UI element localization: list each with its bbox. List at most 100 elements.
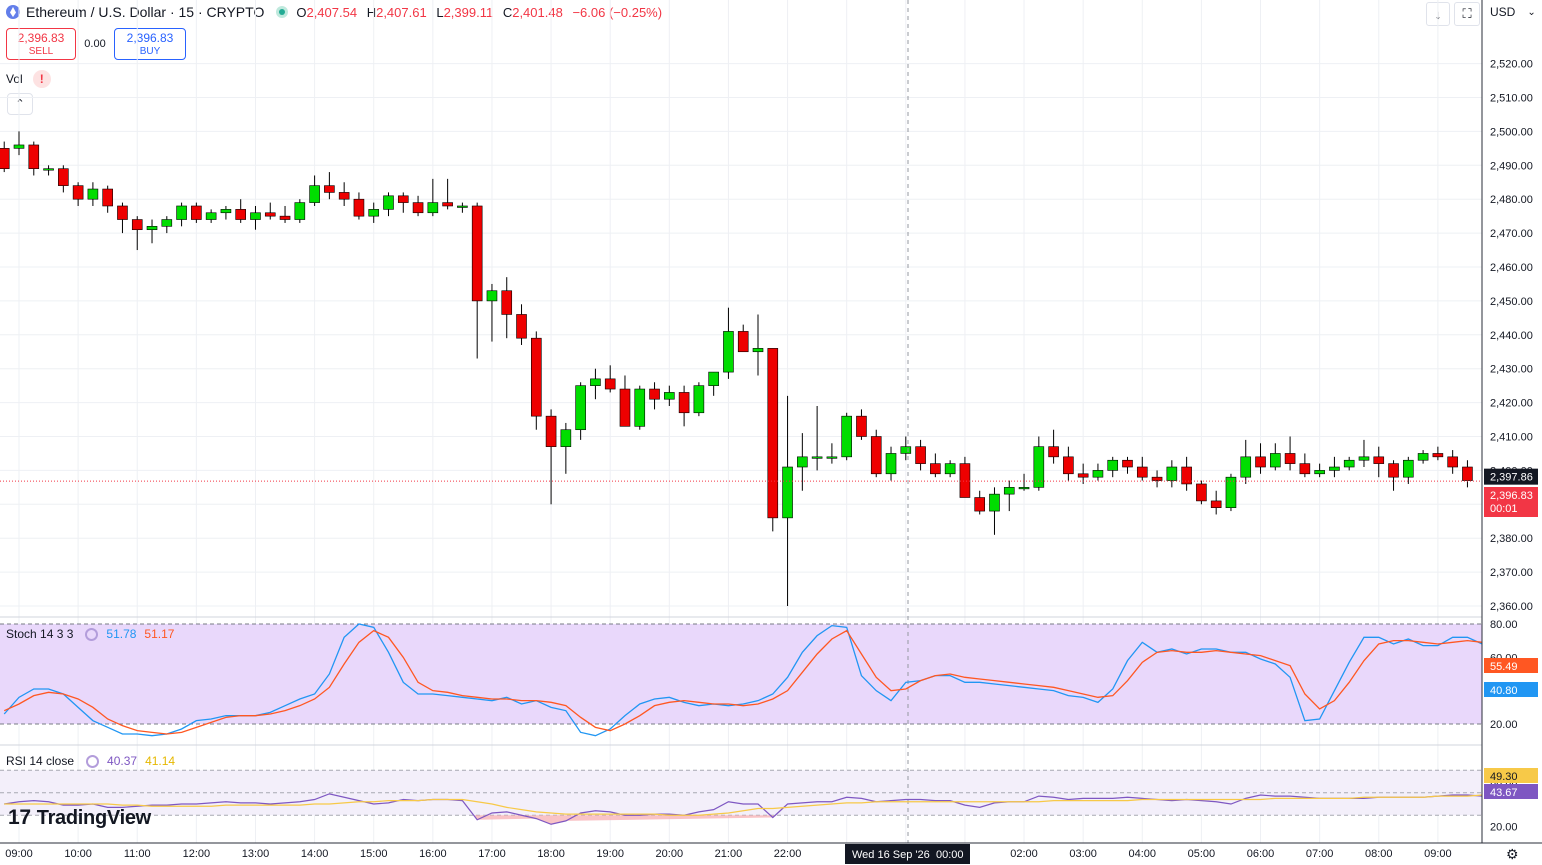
candle-body	[87, 188, 99, 200]
sell-button[interactable]: 2,396.83 SELL	[6, 28, 76, 60]
candle-body	[870, 436, 882, 475]
stoch-k-badge-label: 40.80	[1490, 685, 1518, 697]
rsi-ma-badge	[1484, 768, 1538, 783]
candle-body	[1388, 463, 1399, 478]
candle-body	[1373, 456, 1385, 464]
time-tick-label: 16:00	[419, 848, 447, 860]
candle-body	[974, 497, 986, 512]
rsi-line	[4, 793, 1542, 825]
symbol-title[interactable]: Ethereum / U.S. Dollar · 15 · CRYPTO	[26, 4, 265, 20]
price-tick-label: 2,380.00	[1490, 533, 1533, 545]
candle-body	[1432, 453, 1444, 458]
indicator-loading-icon	[85, 627, 99, 641]
candle-body	[841, 415, 852, 458]
ethereum-icon	[6, 5, 20, 19]
tradingview-logo[interactable]: 17 TradingView	[8, 806, 151, 830]
candle-body	[797, 456, 808, 468]
candle-body	[72, 185, 84, 200]
candle-body	[664, 392, 675, 400]
candle-body	[146, 226, 158, 231]
candle-body	[338, 192, 350, 200]
price-tick-label: 2,450.00	[1490, 296, 1533, 308]
candle-body	[486, 290, 498, 302]
tradingview-logo-icon: 17	[8, 806, 31, 829]
candle-body	[43, 168, 54, 171]
candle-body	[1270, 453, 1281, 468]
stoch-legend[interactable]: Stoch 14 3 3 51.78 51.17	[6, 627, 174, 641]
candle-body	[1018, 487, 1030, 490]
fullscreen-button[interactable]: ⛶	[1454, 2, 1480, 26]
price-tick-label: 2,460.00	[1490, 262, 1533, 274]
candle-body	[575, 385, 586, 431]
rsi-ma-value: 41.14	[145, 754, 176, 768]
buy-button[interactable]: 2,396.83 BUY	[114, 28, 186, 60]
stoch-band-fill	[0, 623, 1482, 724]
candle-body	[1033, 446, 1045, 488]
candle-body	[1151, 476, 1163, 481]
price-tick-label: 2,520.00	[1490, 59, 1533, 71]
collapse-legend-button[interactable]: ⌃	[7, 93, 33, 115]
stoch-series	[3, 623, 1542, 737]
candle-body	[944, 463, 956, 475]
time-tick-label: 09:00	[5, 848, 33, 860]
candle-body	[501, 290, 513, 315]
stoch-k-badge	[1484, 682, 1538, 697]
ohlc-high-value: 2,407.61	[376, 4, 427, 20]
candle-body	[471, 205, 483, 302]
currency-label: USD	[1490, 5, 1516, 19]
candle-body	[826, 456, 838, 459]
candle-body	[1166, 466, 1178, 481]
candle-body	[1077, 473, 1089, 478]
price-tick-label: 2,370.00	[1490, 567, 1533, 579]
stoch-tick-label: 80.00	[1490, 619, 1518, 631]
stoch-name: Stoch 14 3 3	[6, 627, 74, 641]
candle-body	[1210, 500, 1222, 508]
candle-body	[737, 331, 749, 353]
candle-body	[397, 195, 409, 203]
candle-body	[723, 331, 734, 373]
candle-body	[176, 205, 187, 220]
candle-body	[457, 205, 468, 208]
crosshair-time-label: 00:00	[936, 849, 964, 861]
ohlc-open-key: O	[296, 4, 307, 20]
last-price-label: 2,396.83	[1490, 490, 1533, 502]
candle-body	[264, 212, 276, 217]
candle-body	[294, 202, 306, 220]
candle-body	[560, 429, 572, 447]
ohlc-high-key: H	[366, 4, 377, 20]
warning-icon[interactable]: !	[32, 70, 51, 88]
price-axis-bg	[1482, 24, 1542, 843]
candle-body	[1447, 456, 1458, 468]
stoch-d-value: 51.17	[144, 627, 175, 641]
ohlc-change-value: −6.06 (−0.25%)	[572, 4, 663, 20]
candle-body	[1092, 470, 1104, 478]
time-tick-label: 04:00	[1129, 848, 1157, 860]
tradingview-logo-text: TradingView	[36, 806, 151, 829]
sell-label: SELL	[28, 46, 54, 57]
market-status-icon[interactable]	[276, 6, 289, 18]
rsi-legend[interactable]: RSI 14 close 40.37 41.14	[6, 754, 175, 768]
time-tick-label: 19:00	[596, 848, 624, 860]
ohlc-close-value: 2,401.48	[512, 4, 563, 20]
price-tick-label: 2,480.00	[1490, 194, 1533, 206]
candle-body	[412, 202, 424, 214]
stoch-d-line	[3, 629, 1542, 735]
candle-body	[324, 185, 335, 193]
candle-body	[1299, 463, 1311, 475]
candle-body	[1048, 446, 1059, 458]
candle-body	[102, 188, 113, 207]
candle-body	[1462, 466, 1473, 481]
price-tick-label: 2,360.00	[1490, 601, 1533, 613]
time-tick-label: 03:00	[1069, 848, 1097, 860]
candle-body	[1240, 456, 1252, 478]
price-tick-label: 2,430.00	[1490, 364, 1533, 376]
candle-body	[220, 209, 232, 214]
indicator-backgrounds	[0, 616, 1542, 816]
ohlc-low-key: L	[436, 4, 444, 20]
gear-icon[interactable]: ⚙	[1506, 846, 1519, 862]
candle-body	[58, 168, 69, 186]
candle-body	[782, 466, 793, 519]
candle-body	[427, 202, 439, 214]
currency-selector[interactable]: USD ⌄	[1484, 0, 1542, 24]
